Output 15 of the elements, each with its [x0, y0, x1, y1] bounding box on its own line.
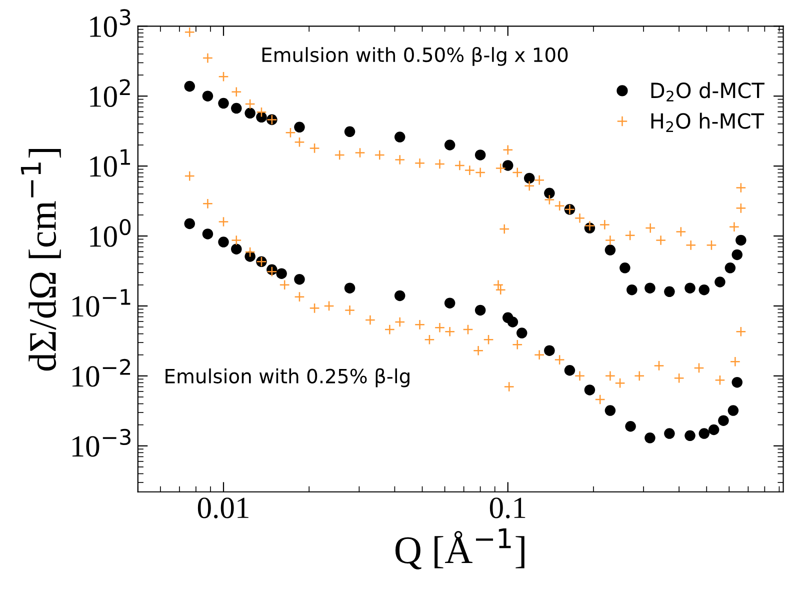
legend-label: D$_{2}$O d-MCT	[651, 82, 764, 102]
y-tick-label: 10$^{−2}$	[72, 358, 130, 387]
legend-label: H$_{2}$O h-MCT	[651, 112, 764, 132]
y-tick-label: 10$^{2}$	[90, 79, 130, 107]
y-axis-title: dΣ/dΩ [cm$^{−1}$]	[20, 148, 61, 371]
x-tick-label: 0.1	[490, 498, 526, 518]
y-tick-label: 10$^{1}$	[90, 149, 130, 177]
y-tick-label: 10$^{−1}$	[72, 289, 130, 317]
y-tick-label: 10$^{0}$	[90, 219, 131, 247]
y-tick-label: 10$^{−3}$	[72, 428, 130, 457]
annotation: Emulsion with 0.50% β-lg x 100	[262, 46, 568, 66]
x-axis-title: Q [Å$^{−1}$]	[395, 528, 524, 570]
x-tick-label: 0.01	[198, 498, 248, 518]
y-tick-label: 10$^{3}$	[90, 9, 130, 38]
annotation: Emulsion with 0.25% β-lg	[166, 368, 410, 388]
